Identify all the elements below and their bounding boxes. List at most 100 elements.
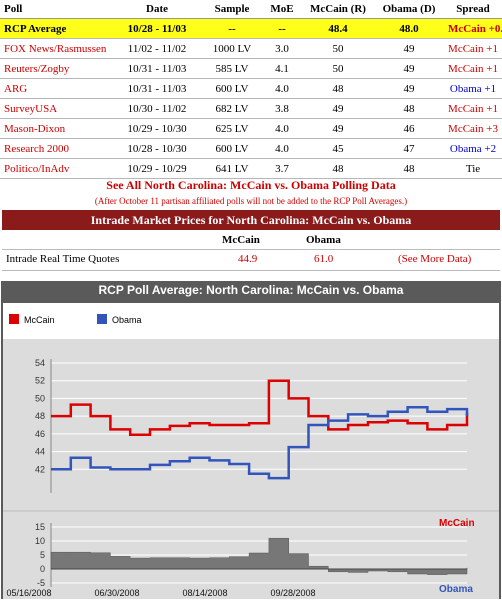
poll-cell-sample: 625 LV bbox=[202, 118, 262, 139]
poll-cell-moe: 3.8 bbox=[262, 98, 302, 119]
header-obama: Obama (D) bbox=[374, 0, 444, 19]
poll-cell-sample: 682 LV bbox=[202, 98, 262, 119]
poll-cell-spread: McCain +3 bbox=[444, 118, 502, 139]
legend-obama-swatch bbox=[97, 314, 107, 324]
chart-title: RCP Poll Average: North Carolina: McCain… bbox=[98, 283, 404, 297]
poll-cell-date: 10/28 - 10/30 bbox=[112, 138, 202, 159]
main-plot-group: 42 44 46 48 50 52 54 bbox=[3, 358, 499, 512]
poll-cell-spread: Tie bbox=[444, 158, 502, 179]
poll-cell-sample: 585 LV bbox=[202, 58, 262, 79]
poll-cell-obama: 47 bbox=[374, 138, 444, 159]
header-sample: Sample bbox=[202, 0, 262, 19]
see-all-polls-link[interactable]: See All North Carolina: McCain vs. Obama… bbox=[106, 178, 396, 192]
intrade-col-obama: Obama bbox=[306, 234, 341, 246]
spread-y-tick-label: -5 bbox=[37, 578, 45, 588]
poll-cell-mccain: 49 bbox=[302, 118, 374, 139]
average-mccain: 48.4 bbox=[302, 18, 374, 39]
poll-cell-poll[interactable]: Politico/InAdv bbox=[0, 158, 112, 179]
spread-y-tick-label: 5 bbox=[40, 550, 45, 560]
x-tick-label: 09/28/2008 bbox=[270, 588, 315, 598]
intrade-quotes-row: Intrade Real Time Quotes 44.9 61.0 (See … bbox=[2, 249, 500, 271]
y-tick-label: 52 bbox=[35, 376, 45, 386]
x-tick-label: 08/14/2008 bbox=[182, 588, 227, 598]
y-tick-label: 50 bbox=[35, 393, 45, 403]
legend-mccain-label: McCain bbox=[24, 315, 55, 325]
poll-cell-poll[interactable]: Research 2000 bbox=[0, 138, 112, 159]
poll-cell-moe: 3.7 bbox=[262, 158, 302, 179]
intrade-row-label: Intrade Real Time Quotes bbox=[6, 253, 120, 265]
y-tick-label: 46 bbox=[35, 429, 45, 439]
poll-row: Politico/InAdv 10/29 - 10/29 641 LV 3.7 48 48… bbox=[0, 158, 502, 179]
poll-cell-obama: 49 bbox=[374, 78, 444, 99]
poll-row: Reuters/Zogby 10/31 - 11/03 585 LV 4.1 50 49 M… bbox=[0, 58, 502, 79]
poll-cell-spread: McCain +1 bbox=[444, 58, 502, 79]
spread-plot-group: -5 0 5 10 15 bbox=[35, 522, 468, 588]
poll-cell-mccain: 48 bbox=[302, 78, 374, 99]
average-obama: 48.0 bbox=[374, 18, 444, 39]
poll-cell-poll[interactable]: FOX News/Rasmussen bbox=[0, 38, 112, 59]
poll-cell-obama: 49 bbox=[374, 58, 444, 79]
rcp-poll-chart: McCain Obama 42 44 46 48 50 52 54 -5 0 5 10 15 McC… bbox=[3, 303, 499, 599]
spread-y-tick-label: 0 bbox=[40, 564, 45, 574]
intrade-see-more-link[interactable]: (See More Data) bbox=[398, 253, 472, 265]
series-line-mccain bbox=[51, 379, 469, 436]
average-spread: McCain +0.4 bbox=[444, 18, 502, 39]
header-spread: Spread bbox=[444, 0, 502, 19]
header-poll: Poll bbox=[0, 0, 112, 19]
poll-cell-date: 10/29 - 10/30 bbox=[112, 118, 202, 139]
series-line-obama bbox=[51, 406, 469, 480]
x-tick-label: 06/30/2008 bbox=[94, 588, 139, 598]
legend-band bbox=[3, 303, 499, 339]
spread-y-tick-label: 10 bbox=[35, 536, 45, 546]
intrade-obama-price: 61.0 bbox=[314, 253, 334, 265]
average-label: RCP Average bbox=[0, 18, 112, 39]
poll-cell-moe: 4.1 bbox=[262, 58, 302, 79]
poll-cell-spread: McCain +1 bbox=[444, 98, 502, 119]
poll-cell-obama: 48 bbox=[374, 158, 444, 179]
poll-cell-date: 10/31 - 11/03 bbox=[112, 78, 202, 99]
poll-cell-date: 10/29 - 10/29 bbox=[112, 158, 202, 179]
poll-row: Mason-Dixon 10/29 - 10/30 625 LV 4.0 49 46 McC… bbox=[0, 118, 502, 139]
header-mccain: McCain (R) bbox=[302, 0, 374, 19]
poll-cell-mccain: 50 bbox=[302, 58, 374, 79]
rcp-average-row: RCP Average 10/28 - 11/03 -- -- 48.4 48.… bbox=[0, 18, 502, 39]
poll-row: SurveyUSA 10/30 - 11/02 682 LV 3.8 49 48 McCai… bbox=[0, 98, 502, 119]
header-moe: MoE bbox=[262, 0, 302, 19]
partisan-poll-note: (After October 11 partisan affiliated po… bbox=[94, 196, 408, 206]
legend-obama-label: Obama bbox=[112, 315, 142, 325]
poll-cell-obama: 49 bbox=[374, 38, 444, 59]
poll-cell-mccain: 45 bbox=[302, 138, 374, 159]
poll-cell-mccain: 50 bbox=[302, 38, 374, 59]
y-tick-label: 48 bbox=[35, 411, 45, 421]
poll-cell-sample: 1000 LV bbox=[202, 38, 262, 59]
poll-cell-poll[interactable]: SurveyUSA bbox=[0, 98, 112, 119]
spread-obama-label: Obama bbox=[439, 584, 473, 595]
poll-cell-sample: 600 LV bbox=[202, 138, 262, 159]
poll-cell-moe: 3.0 bbox=[262, 38, 302, 59]
y-tick-label: 44 bbox=[35, 447, 45, 457]
average-sample: -- bbox=[202, 18, 262, 39]
poll-cell-moe: 4.0 bbox=[262, 78, 302, 99]
poll-cell-moe: 4.0 bbox=[262, 118, 302, 139]
header-date: Date bbox=[112, 0, 202, 19]
poll-cell-poll[interactable]: Reuters/Zogby bbox=[0, 58, 112, 79]
poll-cell-sample: 600 LV bbox=[202, 78, 262, 99]
legend-mccain-swatch bbox=[9, 314, 19, 324]
rcp-chart-panel: RCP Poll Average: North Carolina: McCain… bbox=[1, 281, 501, 599]
intrade-title-bar: Intrade Market Prices for North Carolina… bbox=[2, 210, 500, 230]
spread-y-tick-label: 15 bbox=[35, 522, 45, 532]
poll-cell-poll[interactable]: ARG bbox=[0, 78, 112, 99]
poll-cell-moe: 4.0 bbox=[262, 138, 302, 159]
table-header-row: Poll Date Sample MoE McCain (R) Obama (D… bbox=[0, 0, 502, 19]
poll-cell-poll[interactable]: Mason-Dixon bbox=[0, 118, 112, 139]
poll-cell-spread: Obama +2 bbox=[444, 138, 502, 159]
y-tick-label: 54 bbox=[35, 358, 45, 368]
spread-mccain-label: McCain bbox=[439, 518, 475, 529]
average-date: 10/28 - 11/03 bbox=[112, 18, 202, 39]
y-tick-label: 42 bbox=[35, 464, 45, 474]
intrade-mccain-price: 44.9 bbox=[238, 253, 258, 265]
chart-area: McCain Obama 42 44 46 48 50 52 54 -5 0 5 10 15 McC… bbox=[3, 303, 499, 599]
poll-cell-spread: Obama +1 bbox=[444, 78, 502, 99]
poll-cell-date: 10/30 - 11/02 bbox=[112, 98, 202, 119]
poll-cell-date: 11/02 - 11/02 bbox=[112, 38, 202, 59]
